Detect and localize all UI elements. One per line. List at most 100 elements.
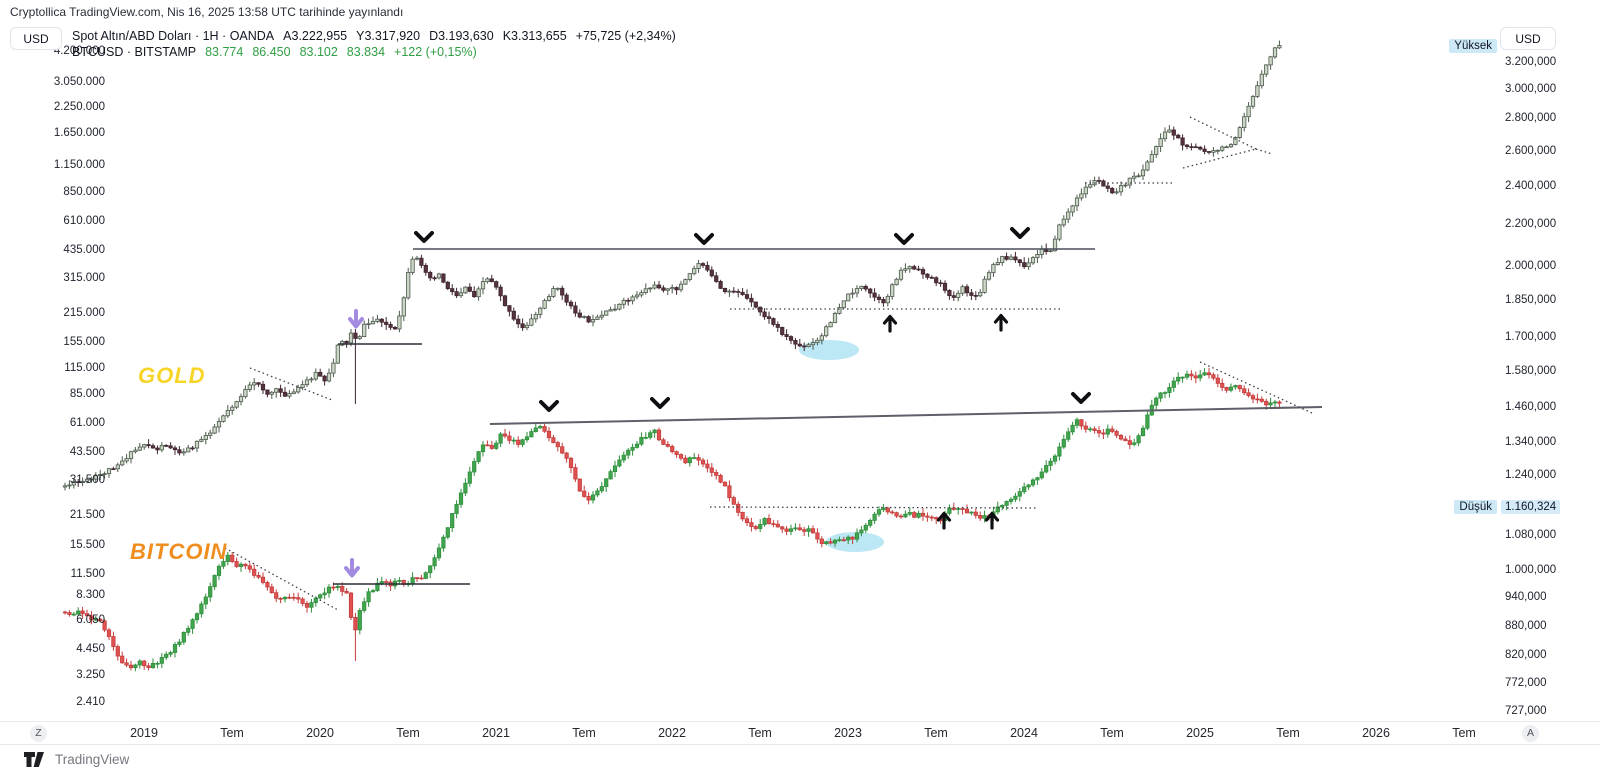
gold-retest-arrow-2[interactable] xyxy=(993,313,1009,332)
time-scale-divider xyxy=(0,721,1600,722)
left-axis-label: 1.650.000 xyxy=(53,127,105,139)
publish-info: Cryptollica TradingView.com, Nis 16, 202… xyxy=(10,5,404,19)
time-axis-label: 2023 xyxy=(834,726,862,740)
footer-divider xyxy=(0,744,1600,745)
gold-accumulation-highlight[interactable] xyxy=(799,340,859,360)
symbol1-ohlc-value: D3.193,630 xyxy=(429,29,494,43)
right-currency-button[interactable]: USD xyxy=(1500,27,1556,50)
symbol2-ohlc-value: 83.834 xyxy=(346,45,386,59)
btc-early-trendline-dotted[interactable] xyxy=(224,547,339,611)
right-axis-label: 3.200,000 xyxy=(1505,56,1557,68)
low-price-chip: 1.160,324 xyxy=(1501,500,1561,514)
btc-touch-chevron-3[interactable] xyxy=(1071,392,1091,404)
right-axis-label: 2.800,000 xyxy=(1505,112,1557,124)
time-axis-label: Tem xyxy=(1100,726,1124,740)
symbol1-ohlc-value: K3.313,655 xyxy=(502,29,567,43)
left-axis-label: 115.000 xyxy=(64,362,105,374)
gold-touch-chevron-2[interactable] xyxy=(694,233,714,245)
left-axis-label: 43.500 xyxy=(69,446,105,458)
symbol1-ohlc-value: +75,725 (+2,34%) xyxy=(575,29,676,43)
btc-retest-arrow-1[interactable] xyxy=(936,511,952,530)
btc-breakdown-arrow-purple[interactable] xyxy=(344,558,360,578)
right-axis-label: 2.400,000 xyxy=(1505,180,1557,192)
gold-retest-arrow-1[interactable] xyxy=(882,314,898,333)
time-axis-label: Tem xyxy=(572,726,596,740)
left-axis-label: 85.000 xyxy=(69,388,105,400)
gold-pennant-lower-dotted[interactable] xyxy=(1182,148,1257,169)
left-axis-label: 31.500 xyxy=(69,474,105,486)
time-axis-label: 2022 xyxy=(658,726,686,740)
right-axis-label: 727,000 xyxy=(1505,705,1547,717)
left-price-scale[interactable]: 4.200.000 3.050.000 2.250.000 1.650.000 1.15… xyxy=(10,0,105,720)
low-badge: Düşük xyxy=(1454,500,1497,514)
footer: TradingView xyxy=(0,745,1600,777)
left-axis-label: 8.300 xyxy=(76,589,105,601)
left-axis-label: 155.000 xyxy=(63,336,105,348)
right-axis-label: 880,000 xyxy=(1505,620,1547,632)
symbol2-title[interactable]: BTCUSD · BITSTAMP xyxy=(72,45,197,59)
left-axis-label: 610.000 xyxy=(63,215,105,227)
time-axis-label: 2020 xyxy=(306,726,334,740)
left-axis-label: 21.500 xyxy=(69,509,105,521)
right-axis-label: 2.000,000 xyxy=(1505,260,1557,272)
left-axis-label: 3.050.000 xyxy=(53,76,105,88)
gold-early-trendline-dotted[interactable] xyxy=(249,367,333,401)
symbol2-ohlc-value: +122 (+0,15%) xyxy=(394,45,477,59)
symbol2-ohlc-value: 83.774 xyxy=(205,45,244,59)
gold-pennant-upper-dotted[interactable] xyxy=(1189,116,1257,150)
time-scale[interactable]: Z A 2019 Tem 2020 Tem 2021 Tem 2022 Tem 2023 Tem 2… xyxy=(0,722,1600,744)
left-axis-label: 61.000 xyxy=(69,417,105,429)
time-axis-label: Tem xyxy=(396,726,420,740)
bitcoin-candles xyxy=(62,367,1282,672)
gold-touch-chevron-3[interactable] xyxy=(894,233,914,245)
time-axis-label: 2024 xyxy=(1010,726,1038,740)
btc-descending-dotted-line[interactable] xyxy=(1199,361,1313,414)
right-axis-label: 1.580,000 xyxy=(1505,365,1557,377)
gold-pennant-tail-dotted[interactable] xyxy=(1255,148,1273,155)
left-axis-label: 2.410 xyxy=(76,696,105,708)
time-axis-label: Tem xyxy=(220,726,244,740)
right-axis-label: 1.340,000 xyxy=(1505,436,1557,448)
btc-trendline[interactable] xyxy=(489,406,1323,425)
gold-series-label[interactable]: GOLD xyxy=(138,363,206,388)
time-axis-label: 2025 xyxy=(1186,726,1214,740)
bitcoin-series-label[interactable]: BITCOIN xyxy=(130,539,228,564)
right-axis-label: 940,000 xyxy=(1505,591,1547,603)
timezone-badge: Z xyxy=(30,725,47,742)
right-axis-label: 820,000 xyxy=(1505,649,1547,661)
gold-candles xyxy=(62,40,1282,491)
btc-demand-dotted-line[interactable] xyxy=(709,506,1038,509)
right-axis-label: 2.200,000 xyxy=(1505,218,1557,230)
left-axis-label: 4.200.000 xyxy=(53,45,105,57)
tradingview-logo-icon xyxy=(24,752,44,767)
time-axis-label: Tem xyxy=(924,726,948,740)
right-axis-label: 1.240,000 xyxy=(1505,469,1557,481)
time-axis-label: Tem xyxy=(1452,726,1476,740)
left-axis-label: 3.250 xyxy=(76,669,105,681)
btc-accumulation-highlight[interactable] xyxy=(826,532,884,552)
btc-touch-chevron-2[interactable] xyxy=(650,397,670,409)
gold-breakdown-arrow-purple[interactable] xyxy=(348,309,364,329)
right-price-scale[interactable]: 3.200,000 3.000,000 2.800,000 2.600,000 2.40… xyxy=(1505,0,1595,720)
time-axis-label: Tem xyxy=(1276,726,1300,740)
right-axis-label: 1.460,000 xyxy=(1505,401,1557,413)
left-axis-label: 4.450 xyxy=(76,643,105,655)
right-axis-label: 772,000 xyxy=(1505,677,1547,689)
scale-mode-badge: A xyxy=(1522,725,1539,742)
symbol1-ohlc-value: A3.222,955 xyxy=(283,29,348,43)
left-currency-button[interactable]: USD xyxy=(10,27,62,50)
symbol1-title[interactable]: Spot Altın/ABD Doları · 1H · OANDA xyxy=(72,29,275,43)
gold-touch-chevron-1[interactable] xyxy=(414,231,434,243)
gold-touch-chevron-4[interactable] xyxy=(1010,227,1030,239)
btc-retest-arrow-2[interactable] xyxy=(984,511,1000,530)
right-axis-label: 1.080,000 xyxy=(1505,529,1557,541)
high-badge: Yüksek xyxy=(1449,39,1497,53)
legend: Spot Altın/ABD Doları · 1H · OANDA A3.222… xyxy=(72,28,676,60)
right-axis-label: 1.850,000 xyxy=(1505,294,1557,306)
btc-touch-chevron-1[interactable] xyxy=(539,400,559,412)
left-axis-label: 435.000 xyxy=(63,244,105,256)
time-axis-label: Tem xyxy=(748,726,772,740)
tradingview-logo-text: TradingView xyxy=(55,752,130,767)
